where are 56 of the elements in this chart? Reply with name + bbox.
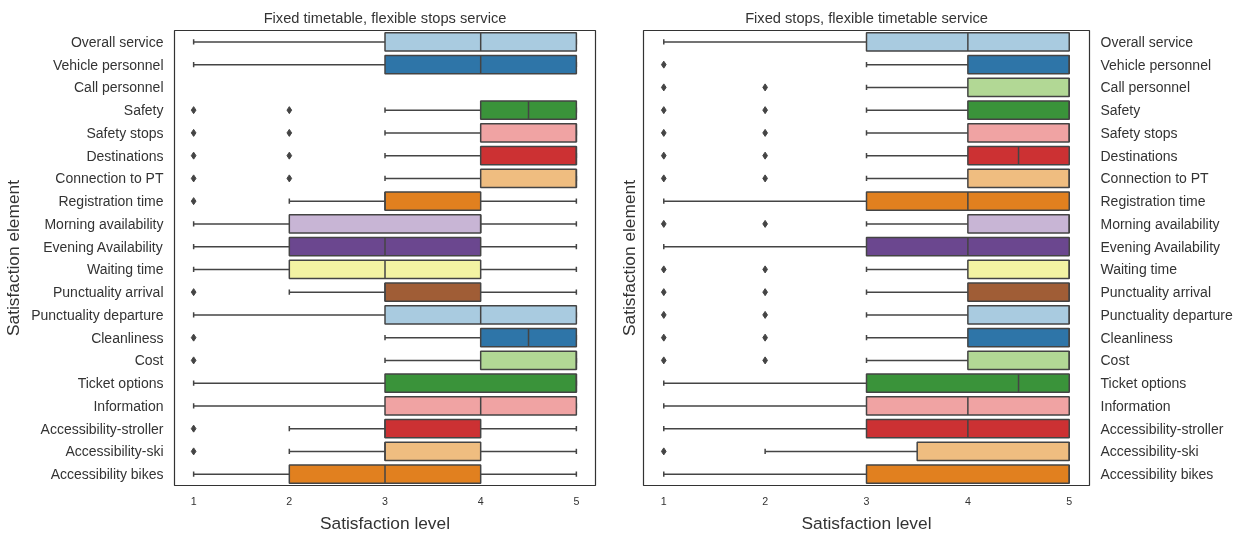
y-tick-label: Vehicle personnel xyxy=(1100,56,1212,73)
y-tick-label: Destinations xyxy=(86,147,164,164)
y-axis-title: Satisfaction element xyxy=(618,179,639,337)
y-tick-label: Evening Availability xyxy=(43,238,163,255)
y-tick-label: Vehicle personnel xyxy=(52,56,164,73)
y-tick-label: Safety xyxy=(123,102,164,119)
y-axis-title: Satisfaction element xyxy=(3,179,24,337)
x-tick-label: 2 xyxy=(762,494,769,507)
y-tick-label: Cleanliness xyxy=(91,329,164,346)
y-tick-label: Accessibility-stroller xyxy=(1100,420,1224,437)
y-tick-label: Accessibility bikes xyxy=(50,466,164,483)
y-tick-label: Safety xyxy=(1100,102,1141,119)
x-tick-label: 4 xyxy=(964,494,971,507)
y-tick-label: Cost xyxy=(134,352,164,369)
y-tick-label: Connection to PT xyxy=(55,170,164,187)
y-tick-label: Safety stops xyxy=(1100,124,1178,141)
x-tick-label: 3 xyxy=(863,494,870,507)
y-tick-label: Call personnel xyxy=(1100,79,1190,96)
y-tick-label: Waiting time xyxy=(1100,261,1178,278)
y-tick-label: Accessibility-ski xyxy=(65,443,164,460)
y-tick-label: Punctuality departure xyxy=(1100,306,1234,323)
y-tick-label: Cost xyxy=(1100,352,1130,369)
y-tick-label: Accessibility-ski xyxy=(1100,443,1199,460)
y-tick-label: Cleanliness xyxy=(1100,329,1173,346)
x-axis-title: Satisfaction level xyxy=(319,512,451,533)
chart-title: Fixed stops, flexible timetable service xyxy=(745,9,988,26)
y-tick-label: Accessibility bikes xyxy=(1100,466,1214,483)
y-tick-label: Morning availability xyxy=(44,215,164,232)
y-tick-label: Ticket options xyxy=(77,375,164,392)
y-tick-label: Information xyxy=(93,397,164,414)
x-tick-label: 5 xyxy=(573,494,580,507)
y-tick-label: Connection to PT xyxy=(1100,170,1210,187)
x-tick-label: 5 xyxy=(1066,494,1073,507)
y-tick-label: Call personnel xyxy=(74,79,164,96)
y-tick-label: Registration time xyxy=(58,193,164,210)
y-tick-label: Evening Availability xyxy=(1100,238,1221,255)
x-tick-label: 3 xyxy=(382,494,389,507)
y-tick-label: Punctuality arrival xyxy=(53,284,164,301)
y-tick-label: Waiting time xyxy=(87,261,164,278)
y-tick-label: Information xyxy=(1100,397,1171,414)
y-tick-label: Ticket options xyxy=(1100,375,1187,392)
y-tick-label: Punctuality arrival xyxy=(1100,284,1211,301)
x-tick-label: 2 xyxy=(286,494,293,507)
y-tick-label: Overall service xyxy=(1100,33,1194,50)
x-tick-label: 1 xyxy=(190,494,197,507)
x-tick-label: 1 xyxy=(660,494,667,507)
x-axis-title: Satisfaction level xyxy=(801,512,932,533)
y-tick-label: Registration time xyxy=(1100,193,1206,210)
chart-title: Fixed timetable, flexible stops service xyxy=(263,9,507,26)
x-tick-label: 4 xyxy=(477,494,484,507)
y-tick-label: Morning availability xyxy=(1100,215,1220,232)
y-tick-label: Overall service xyxy=(70,33,164,50)
y-tick-label: Punctuality departure xyxy=(31,306,164,323)
y-tick-label: Destinations xyxy=(1100,147,1178,164)
y-tick-label: Accessibility-stroller xyxy=(40,420,164,437)
y-tick-label: Safety stops xyxy=(86,124,164,141)
